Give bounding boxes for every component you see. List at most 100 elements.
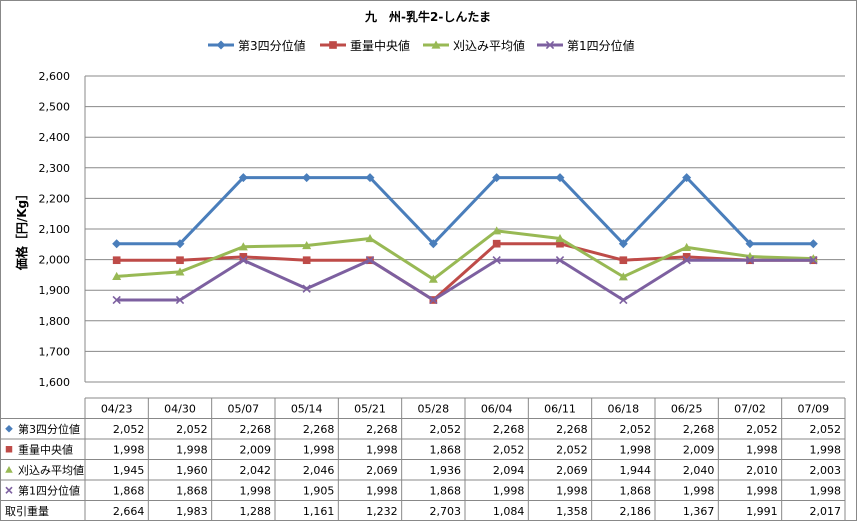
data-point <box>492 256 501 265</box>
data-label: 1,983 <box>176 505 208 518</box>
y-tick-label: 2,400 <box>39 131 71 144</box>
data-point <box>112 256 121 265</box>
y-tick-label: 2,500 <box>39 101 71 114</box>
data-point <box>239 256 248 265</box>
x-tick-label: 05/07 <box>227 402 259 415</box>
data-label: 1,367 <box>683 505 715 518</box>
legend-label: 重量中央値 <box>350 38 410 53</box>
data-label: 1,998 <box>810 443 842 456</box>
data-label: 1,944 <box>620 464 652 477</box>
data-point <box>365 173 375 183</box>
data-label: 1,868 <box>176 484 208 497</box>
data-label: 2,009 <box>240 443 272 456</box>
data-point <box>365 256 375 265</box>
table-legend-marker <box>5 446 13 453</box>
data-point <box>555 256 565 265</box>
data-point <box>365 233 375 243</box>
data-point <box>618 239 628 249</box>
data-label: 2,186 <box>620 505 652 518</box>
data-label: 2,042 <box>240 464 272 477</box>
y-tick-label: 1,600 <box>39 376 71 389</box>
plot-area: 1,600 1,700 1,800 1,900 2,000 2,100 2,200 2,300… <box>39 70 845 389</box>
data-point <box>682 253 691 261</box>
data-label: 1,868 <box>113 484 145 497</box>
data-point <box>112 271 122 281</box>
y-tick-label: 2,600 <box>39 70 71 83</box>
table-row-label: 刈込み平均値 <box>18 464 84 477</box>
data-label: 2,052 <box>556 443 588 456</box>
data-point <box>745 256 755 265</box>
data-point <box>175 295 185 305</box>
data-point <box>302 284 311 293</box>
data-label: 1,232 <box>366 505 398 518</box>
data-label: 2,703 <box>430 505 462 518</box>
data-point <box>112 295 121 305</box>
data-point <box>238 242 248 251</box>
data-point <box>555 173 565 183</box>
legend-marker <box>431 40 441 49</box>
data-point <box>492 173 502 183</box>
data-label: 1,998 <box>113 443 145 456</box>
data-point <box>556 239 564 248</box>
data-label: 1,868 <box>430 484 462 497</box>
data-label: 1,161 <box>303 505 335 518</box>
data-label: 2,069 <box>556 464 588 477</box>
data-label: 1,998 <box>810 484 842 497</box>
data-label: 2,052 <box>746 423 778 436</box>
data-label: 1,998 <box>746 484 778 497</box>
series-line <box>116 258 814 302</box>
data-point <box>239 253 248 261</box>
data-label: 2,268 <box>556 423 588 436</box>
data-point <box>302 173 312 183</box>
data-label: 2,268 <box>683 423 715 436</box>
data-point <box>682 173 692 183</box>
data-label: 1,998 <box>303 443 335 456</box>
x-tick-label: 06/11 <box>544 402 576 415</box>
data-point <box>429 295 438 305</box>
x-tick-label: 04/23 <box>101 402 133 415</box>
data-label: 2,052 <box>493 443 525 456</box>
data-label: 1,945 <box>113 464 145 477</box>
data-label: 2,052 <box>810 423 842 436</box>
table-row-label: 重量中央値 <box>18 442 73 456</box>
y-tick-label: 2,300 <box>39 162 71 175</box>
data-label: 2,052 <box>620 423 652 436</box>
y-tick-label: 2,200 <box>39 192 71 205</box>
data-point <box>176 256 184 265</box>
table-legend-marker <box>5 465 13 473</box>
data-label: 2,094 <box>493 464 525 477</box>
y-tick-label: 1,800 <box>39 315 71 328</box>
data-label: 1,998 <box>746 443 778 456</box>
data-label: 2,003 <box>810 464 842 477</box>
data-label: 1,358 <box>556 505 588 518</box>
data-point <box>428 274 438 283</box>
legend: 第3四分位値 重量中央値 刈込み平均値 第1四分位値 <box>208 38 635 53</box>
data-label: 1,998 <box>493 484 525 497</box>
legend-marker <box>545 40 555 50</box>
data-label: 1,905 <box>303 484 335 497</box>
data-label: 2,010 <box>746 464 778 477</box>
data-table: 04/23 04/30 05/07 05/14 05/21 05/28 06/04 06/11… <box>0 397 846 521</box>
x-tick-label: 05/21 <box>354 402 386 415</box>
data-label: 1,998 <box>683 484 715 497</box>
legend-label: 第1四分位値 <box>567 38 635 53</box>
data-point <box>175 267 185 276</box>
data-point <box>682 242 692 251</box>
data-point <box>302 241 312 250</box>
data-point <box>302 256 311 265</box>
x-tick-label: 07/09 <box>797 402 829 415</box>
data-label: 1,084 <box>493 505 525 518</box>
data-label: 2,268 <box>366 423 398 436</box>
table-row-label: 第1四分位値 <box>18 483 80 497</box>
data-label: 2,040 <box>683 464 715 477</box>
x-tick-label: 06/18 <box>607 402 639 415</box>
data-point <box>175 239 185 249</box>
y-tick-label: 2,000 <box>39 254 71 267</box>
data-label: 1,998 <box>620 443 652 456</box>
data-label: 1,960 <box>176 464 208 477</box>
data-label: 2,664 <box>113 505 145 518</box>
x-tick-label: 06/04 <box>481 402 513 415</box>
series-line <box>116 229 814 281</box>
data-point <box>809 256 818 265</box>
